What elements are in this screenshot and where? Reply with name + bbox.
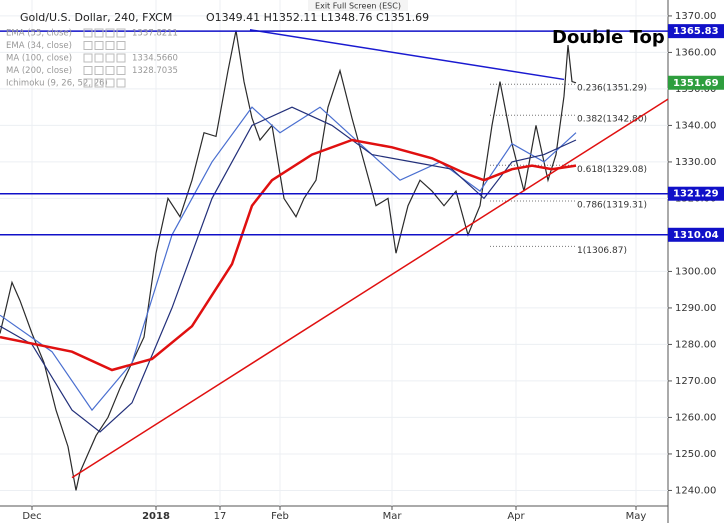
indicator-button: [83, 28, 93, 38]
indicator-name: Ichimoku (9, 26, 52, 26): [6, 79, 108, 89]
fib-label: 0.786(1319.31): [577, 200, 647, 210]
indicator-button: [94, 78, 104, 88]
price-tag: [668, 186, 724, 201]
indicator-name: MA (100, close): [6, 54, 72, 64]
trendline: [249, 29, 565, 81]
indicator-name: MA (200, close): [6, 66, 72, 76]
price-line: [0, 30, 577, 491]
y-tick-label: 1250.00: [675, 449, 716, 460]
indicator-button: [94, 28, 104, 38]
indicator-button: [94, 41, 104, 50]
x-tick-label: 2018: [142, 511, 170, 522]
price-tag-label: 1321.29: [673, 189, 719, 200]
chart-title: Gold/U.S. Dollar, 240, FXCM: [20, 11, 172, 24]
fib-label: 0.382(1342.80): [577, 115, 647, 125]
y-tick-label: 1280.00: [675, 339, 716, 350]
fib-label: 0.236(1351.29): [577, 84, 647, 94]
price-tag: [668, 24, 724, 39]
trendline: [71, 98, 669, 479]
indicator-button: [83, 78, 93, 88]
indicator-button: [116, 28, 126, 38]
x-tick-label: May: [626, 511, 647, 522]
x-tick-label: Mar: [383, 511, 403, 522]
fib-label: 0.618(1329.08): [577, 165, 647, 175]
x-tick-label: Apr: [507, 511, 525, 522]
indicator-button: [83, 66, 93, 75]
y-tick-label: 1270.00: [675, 376, 716, 387]
indicator-value: 1328.7035: [132, 66, 178, 76]
price-tag: [668, 227, 724, 242]
indicator-button: [94, 66, 104, 75]
annotation: Double Top: [552, 27, 665, 48]
y-tick-label: 1240.00: [675, 485, 716, 496]
x-tick-label: Dec: [22, 511, 41, 522]
current-price-label: 1351.69: [673, 78, 719, 89]
indicator-name: EMA (34, close): [6, 41, 72, 51]
indicator-button: [105, 28, 115, 38]
indicator-button: [83, 53, 93, 63]
indicator-button: [116, 41, 126, 50]
indicator-value: 1334.5660: [132, 54, 178, 64]
y-tick-label: 1260.00: [675, 412, 716, 423]
y-tick-label: 1370.00: [675, 11, 716, 22]
exit-fullscreen[interactable]: Exit Full Screen (ESC): [315, 2, 401, 11]
y-tick-label: 1360.00: [675, 47, 716, 58]
y-tick-label: 1340.00: [675, 120, 716, 131]
current-price-tag: [668, 75, 724, 90]
indicator-value: 1337.8211: [132, 29, 178, 39]
moving-average: [0, 138, 577, 372]
x-tick-label: Feb: [271, 511, 289, 522]
indicator-button: [116, 66, 126, 75]
ohlc: O1349.41 H1352.11 L1348.76 C1351.69: [206, 11, 429, 24]
price-tag-label: 1310.04: [673, 230, 719, 241]
indicator-button: [116, 78, 126, 88]
indicator-button: [105, 78, 115, 88]
y-tick-label: 1330.00: [675, 157, 716, 168]
indicator-button: [83, 41, 93, 50]
x-tick-label: 17: [214, 511, 227, 522]
price-tag-label: 1365.83: [673, 26, 719, 37]
indicator-button: [94, 53, 104, 63]
indicator-button: [105, 41, 115, 50]
top-bar[interactable]: [308, 0, 408, 11]
indicator-name: EMA (55, close): [6, 29, 72, 39]
moving-average: [0, 106, 577, 412]
y-tick-label: 1290.00: [675, 303, 716, 314]
y-tick-label: 1300.00: [675, 266, 716, 277]
moving-average: [0, 106, 577, 433]
indicator-button: [116, 53, 126, 63]
indicator-button: [105, 53, 115, 63]
indicator-button: [105, 66, 115, 75]
fib-label: 1(1306.87): [577, 246, 627, 256]
